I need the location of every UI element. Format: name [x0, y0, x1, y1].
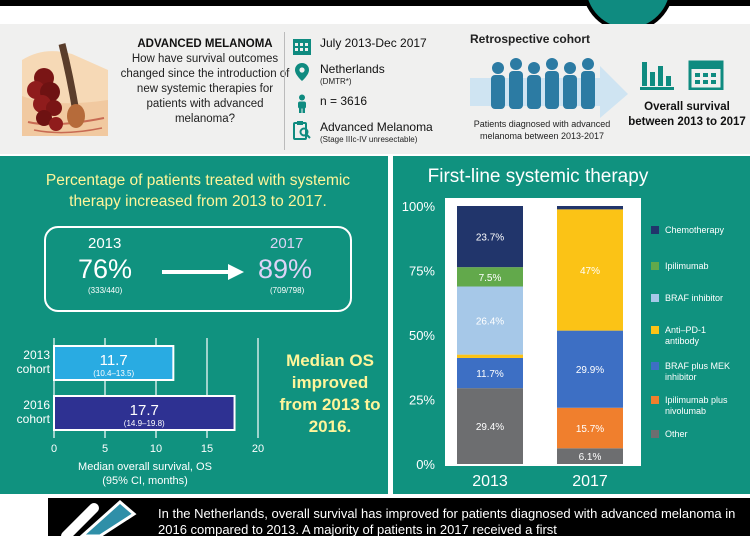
cohort-type-title: Retrospective cohort	[470, 32, 591, 46]
therapy-segment-label: 26.4%	[476, 317, 504, 328]
right-arrow-icon	[162, 264, 244, 280]
person-icon	[298, 94, 306, 113]
therapy-bar-segment	[557, 330, 623, 408]
therapy-chart-title: First-line systemic therapy	[427, 166, 649, 187]
therapy-bar-segment	[457, 206, 523, 268]
os-xtick-label: 0	[51, 443, 57, 455]
legend-label: BRAF inhibitor	[665, 293, 723, 303]
cohort-caption: Patients diagnosed with advanced melanom…	[473, 119, 611, 141]
sample-size-text: n = 3616	[320, 94, 368, 108]
legend-label: Anti–PD-1 antibody	[665, 325, 706, 346]
legend-label: Ipilimumab	[665, 261, 709, 271]
header-title: ADVANCED MELANOMA	[137, 38, 273, 50]
therapy-bar-segment	[457, 286, 523, 355]
median-os-text: Median OS improved from 2013 to 2016.	[279, 351, 381, 436]
therapy-bar-segment	[557, 407, 623, 449]
therapy-ytick-label: 75%	[409, 264, 435, 279]
os-xtick-label: 10	[150, 443, 162, 455]
legend-swatch	[651, 326, 659, 334]
header-divider	[284, 32, 285, 150]
treated-box	[44, 226, 352, 312]
therapy-bar-segment	[457, 354, 523, 358]
therapy-chart: 0% 25% 50% 75% 100% 29.4% 11.7% 26.4% 7.5% 23.7% 2…	[402, 198, 730, 490]
therapy-ytick-label: 50%	[409, 328, 435, 343]
therapy-xtick-label: 2013	[472, 473, 508, 490]
os-axis-label: Median overall survival, OS (95% CI, mon…	[30, 460, 260, 488]
os-bar-ci: (10.4–13.5)	[93, 369, 134, 378]
legend-swatch	[651, 396, 659, 404]
therapy-bar-segment	[457, 357, 523, 389]
therapy-segment-label: 47%	[580, 266, 600, 277]
header-question: How have survival outcomes changed since…	[120, 53, 290, 125]
legend-swatch	[651, 226, 659, 234]
summary-banner	[48, 498, 750, 536]
treated-frac-2017: (709/798)	[270, 286, 305, 295]
summary-text: In the Netherlands, overall survival has…	[158, 506, 736, 536]
treated-frac-2013: (333/440)	[88, 286, 123, 295]
os-xtick-label: 5	[102, 443, 108, 455]
calendar-large-icon	[688, 60, 724, 90]
os-xtick-label: 15	[201, 443, 213, 455]
therapy-bar-segment	[557, 448, 623, 464]
therapy-ytick-label: 25%	[409, 393, 435, 408]
country-text: Netherlands	[320, 62, 385, 76]
treated-year-2013: 2013	[88, 235, 122, 252]
therapy-bar-segment	[557, 206, 623, 210]
treated-year-2017: 2017	[270, 235, 304, 252]
legend-swatch	[651, 294, 659, 302]
disease-stage-text: (Stage IIIc-IV unresectable)	[320, 135, 418, 144]
legend-label: Chemotherapy	[665, 225, 725, 235]
therapy-bar-segment	[457, 267, 523, 287]
therapy-bar-segment	[457, 388, 523, 464]
legend-swatch	[651, 262, 659, 270]
os-axis-subtitle: (95% CI, months)	[102, 475, 188, 487]
legend-label: Other	[665, 429, 688, 439]
os-bar	[53, 395, 236, 431]
legend-label: BRAF plus MEK inhibitor	[665, 361, 730, 382]
therapy-segment-label: 6.1%	[579, 452, 602, 463]
legend-label: Ipilimumab plus nivolumab	[665, 395, 728, 416]
therapy-ytick-label: 0%	[416, 457, 435, 472]
header-panel	[0, 24, 750, 154]
top-strip	[0, 0, 750, 6]
legend-swatch	[651, 430, 659, 438]
pen-icon	[61, 500, 137, 536]
legend-swatch	[651, 362, 659, 370]
calendar-icon	[293, 39, 311, 55]
os-xtick-label: 20	[252, 443, 264, 455]
bar-chart-icon	[640, 62, 674, 90]
treated-title: Percentage of patients treated with syst…	[45, 172, 351, 210]
therapy-segment-label: 29.4%	[476, 422, 504, 433]
cohort-label-2016: 2016 cohort	[16, 398, 50, 426]
cohort-label-2013: 2013 cohort	[16, 348, 50, 376]
os-bar-value: 11.7	[100, 352, 128, 369]
os-bar	[53, 345, 175, 381]
os-bar-ci: (14.9–19.8)	[124, 419, 165, 428]
disease-text: Advanced Melanoma	[320, 120, 433, 134]
period-text: July 2013-Dec 2017	[320, 36, 427, 50]
registry-text: (DMTR*)	[320, 77, 352, 86]
treated-pct-2013: 76%	[78, 254, 133, 284]
therapy-bar-segment	[557, 209, 623, 331]
therapy-segment-label: 23.7%	[476, 233, 504, 244]
median-os-chart: 0 5 10 15 20 11.7(10.4–13.5) 17.7(14.9–19.8)	[51, 338, 264, 455]
therapy-segment-label: 11.7%	[476, 369, 504, 380]
map-pin-icon	[295, 63, 309, 81]
melanoma-skin-icon	[22, 43, 108, 136]
os-axis-title: Median overall survival, OS	[78, 461, 212, 473]
therapy-segment-label: 7.5%	[479, 273, 502, 284]
therapy-xtick-label: 2017	[572, 473, 608, 490]
therapy-segment-label: 29.9%	[576, 365, 604, 376]
cohort-people-icon	[470, 58, 628, 118]
treated-pct-2017: 89%	[258, 254, 313, 284]
therapy-ytick-label: 100%	[402, 199, 436, 214]
clipboard-search-icon	[293, 121, 311, 140]
left-panel	[0, 156, 388, 494]
therapy-segment-label: 15.7%	[576, 424, 604, 435]
os-bar-value: 17.7	[130, 402, 159, 419]
outcome-caption: Overall survival between 2013 to 2017	[628, 101, 746, 128]
